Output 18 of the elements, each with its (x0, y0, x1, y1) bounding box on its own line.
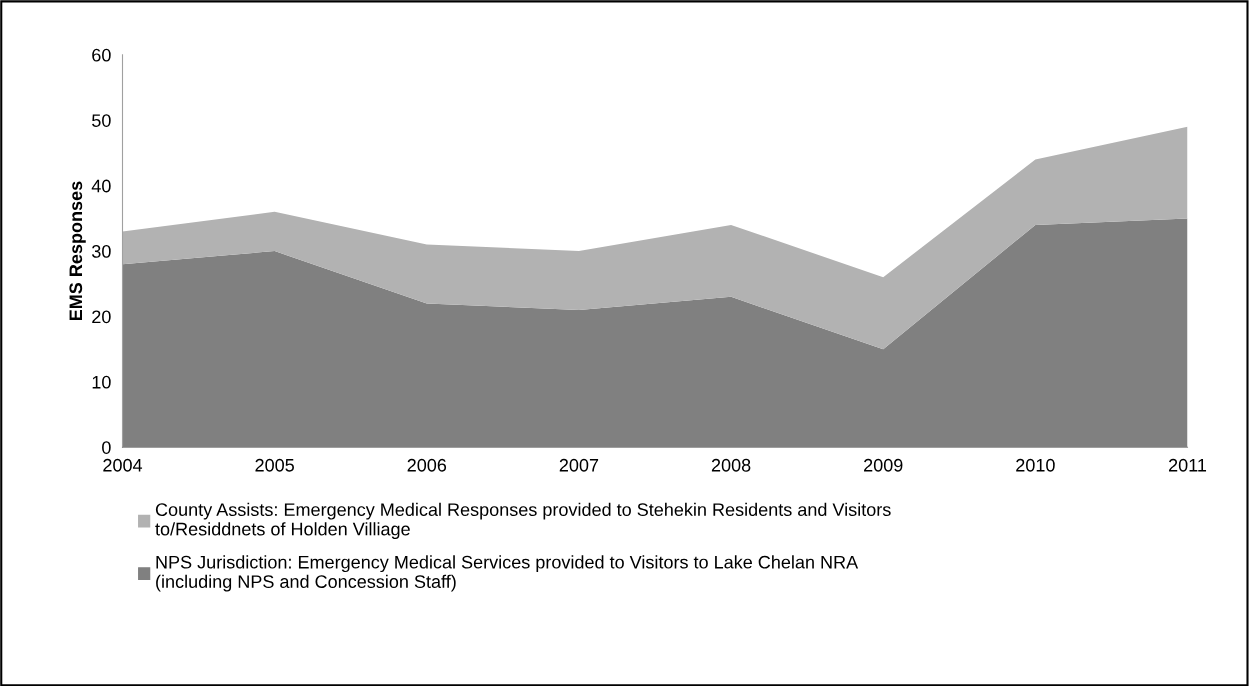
x-tick-label: 2006 (407, 458, 447, 472)
y-tick-label: 40 (91, 179, 111, 193)
y-tick-label: 10 (92, 375, 111, 389)
y-tick-label: 60 (92, 48, 111, 62)
x-tick-label: 2010 (1016, 458, 1055, 472)
x-tick-label: 2008 (711, 458, 751, 472)
x-tick-label: 2004 (103, 458, 143, 472)
y-tick-label: 30 (92, 245, 111, 258)
y-tick-label: 0 (102, 441, 111, 454)
y-axis-title: EMS Responses (69, 181, 86, 321)
legend-label: County Assists: Emergency Medical Responses provided to Stehekin Residents and Visitors to/Residdnets of Holden Villiage (155, 502, 891, 540)
x-tick-label: 2007 (559, 458, 599, 472)
y-tick-label: 20 (92, 310, 111, 324)
x-tick-label: 2009 (864, 458, 903, 472)
x-tick-label: 2011 (1168, 458, 1207, 472)
y-tick-label: 50 (92, 114, 111, 127)
x-tick-label: 2005 (255, 458, 294, 472)
legend-label: NPS Jurisdiction: Emergency Medical Services provided to Visitors to Lake Chelan NRA (including NPS and Concession Staff) (156, 555, 859, 592)
